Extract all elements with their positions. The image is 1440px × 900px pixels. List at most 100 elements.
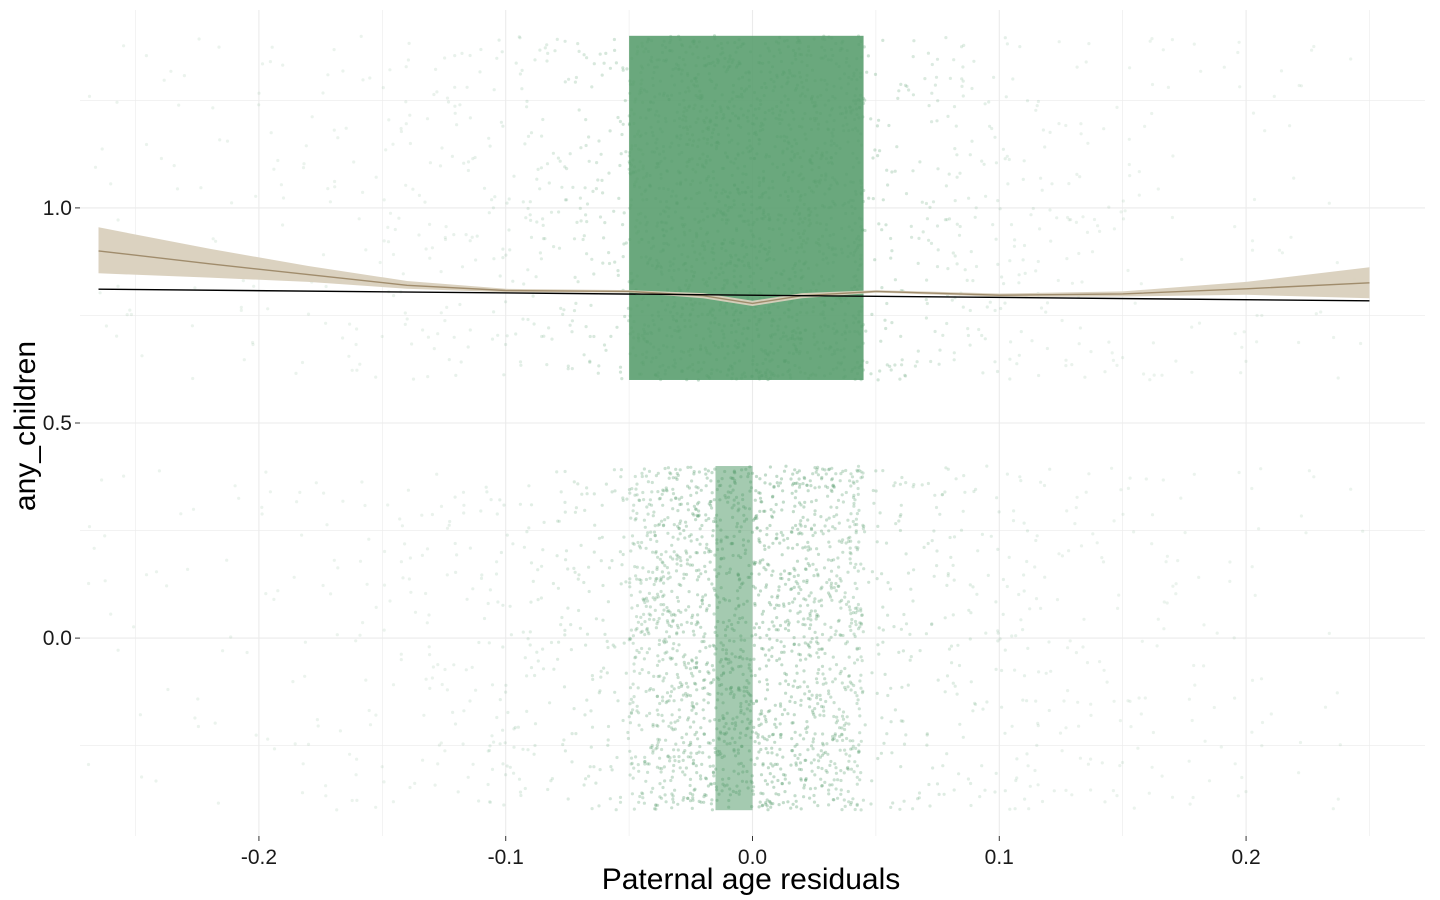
data-point <box>875 124 880 128</box>
data-point <box>775 532 779 536</box>
data-point <box>710 491 714 495</box>
data-point <box>504 773 508 777</box>
data-point <box>835 739 839 743</box>
data-point <box>610 768 614 772</box>
data-point <box>291 680 295 684</box>
data-point <box>894 522 898 526</box>
data-point <box>584 777 588 781</box>
data-point <box>679 623 684 627</box>
data-point <box>430 676 434 680</box>
data-point <box>654 803 658 807</box>
points-layer <box>86 34 1365 812</box>
data-point <box>821 741 825 746</box>
data-point <box>154 570 159 574</box>
data-point <box>144 54 148 58</box>
data-point <box>857 508 861 512</box>
data-point <box>1003 301 1007 305</box>
data-point <box>115 334 119 338</box>
data-point <box>640 474 644 479</box>
data-point <box>783 708 787 712</box>
data-point <box>574 301 578 305</box>
data-point <box>827 638 831 642</box>
data-point <box>792 642 797 646</box>
data-point <box>613 48 617 53</box>
data-point <box>579 146 583 150</box>
data-point <box>665 619 670 623</box>
data-point <box>1066 215 1070 220</box>
data-point <box>848 479 852 483</box>
data-point <box>585 202 590 206</box>
data-point <box>838 726 842 730</box>
data-point <box>428 256 432 260</box>
data-point <box>890 751 894 755</box>
data-point <box>974 206 978 210</box>
data-point <box>912 568 916 572</box>
data-point <box>1068 639 1072 643</box>
data-point <box>840 540 844 545</box>
data-point <box>781 801 786 805</box>
data-point <box>618 163 622 168</box>
data-point <box>656 555 660 559</box>
data-point <box>863 723 867 727</box>
data-point <box>666 577 670 581</box>
data-point <box>788 699 792 704</box>
data-point <box>631 700 635 704</box>
data-point <box>796 573 800 578</box>
data-point <box>475 234 479 238</box>
data-point <box>461 742 465 746</box>
data-point <box>712 612 716 616</box>
data-point <box>767 545 771 549</box>
data-point <box>276 158 280 163</box>
data-point <box>1077 342 1081 346</box>
data-point <box>662 593 666 597</box>
data-point <box>455 123 459 127</box>
data-point <box>695 660 699 664</box>
data-point <box>193 286 197 290</box>
data-point <box>831 734 835 739</box>
data-point <box>1082 617 1086 621</box>
data-point <box>853 634 857 639</box>
data-point <box>880 286 884 290</box>
data-point <box>810 637 814 641</box>
data-point <box>852 504 856 508</box>
data-point <box>829 581 834 585</box>
data-point <box>996 629 1000 633</box>
data-point <box>852 493 856 497</box>
data-point <box>1081 645 1085 649</box>
data-point <box>824 769 828 773</box>
data-point <box>897 519 901 523</box>
data-point <box>625 497 629 501</box>
data-point <box>501 124 505 128</box>
data-point <box>839 792 843 796</box>
data-point <box>1073 522 1077 526</box>
data-point <box>693 681 697 686</box>
data-point <box>662 489 666 493</box>
data-point <box>911 599 915 603</box>
data-point <box>678 521 682 526</box>
data-point <box>1021 698 1025 702</box>
data-point <box>1047 708 1051 713</box>
data-point <box>618 365 623 369</box>
data-point <box>698 669 702 674</box>
data-point <box>1103 800 1107 804</box>
data-point <box>755 514 759 518</box>
data-point <box>708 719 712 723</box>
data-point <box>794 799 798 803</box>
data-point <box>367 708 371 713</box>
data-point <box>870 671 874 675</box>
data-point <box>1183 531 1187 535</box>
data-point <box>876 378 880 382</box>
data-point <box>1250 239 1255 243</box>
data-point <box>196 724 200 729</box>
data-point <box>826 558 831 562</box>
data-point <box>851 797 855 801</box>
data-point <box>695 665 699 669</box>
data-point <box>849 484 853 488</box>
data-point <box>955 222 959 226</box>
data-point <box>849 472 853 476</box>
data-point <box>656 619 660 624</box>
data-point <box>454 373 458 377</box>
data-point <box>1066 646 1070 650</box>
data-point <box>552 245 556 249</box>
data-point <box>797 652 801 656</box>
